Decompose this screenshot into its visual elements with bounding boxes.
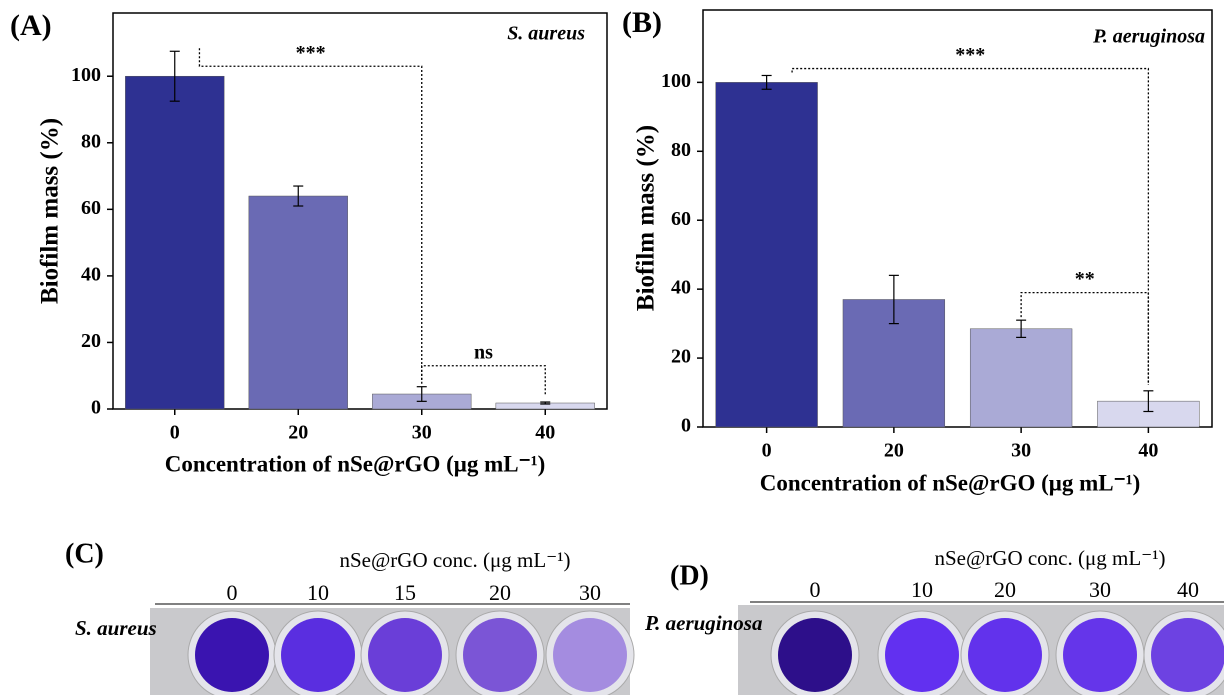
organism-label: S. aureus — [507, 23, 585, 45]
x-tick-label: 0 — [762, 440, 772, 462]
concentration-label: 20 — [489, 580, 511, 605]
y-tick-label: 20 — [671, 346, 691, 368]
x-tick-label: 20 — [288, 422, 308, 444]
well — [553, 618, 627, 692]
well — [195, 618, 269, 692]
x-tick-label: 0 — [170, 422, 180, 444]
x-tick-label: 20 — [884, 440, 904, 462]
bar — [125, 76, 224, 409]
plate-header: nSe@rGO conc. (μg mL⁻¹) — [339, 548, 570, 572]
y-tick-label: 40 — [671, 277, 691, 299]
significance-bracket — [422, 366, 546, 396]
panel-title: (A) — [10, 9, 52, 42]
y-tick-label: 20 — [81, 330, 101, 352]
organism-label: P. aeruginosa — [644, 611, 762, 635]
well — [1151, 618, 1224, 692]
well — [778, 618, 852, 692]
y-tick-label: 0 — [91, 397, 101, 419]
organism-label: P. aeruginosa — [1092, 26, 1205, 48]
well — [281, 618, 355, 692]
concentration-label: 40 — [1177, 577, 1199, 602]
concentration-label: 0 — [810, 577, 821, 602]
panel-label: (D) — [670, 560, 709, 591]
concentration-label: 10 — [911, 577, 933, 602]
significance-label: ns — [474, 341, 493, 363]
figure: 0204060801000203040(A)S. aureus***nsConc… — [0, 0, 1224, 695]
y-tick-label: 100 — [71, 64, 101, 86]
bar — [716, 82, 818, 427]
x-axis-label: Concentration of nSe@rGO (μg mL⁻¹) — [165, 451, 546, 477]
y-tick-label: 60 — [81, 197, 101, 219]
concentration-label: 10 — [307, 580, 329, 605]
bar — [970, 329, 1072, 427]
x-tick-label: 30 — [1011, 440, 1031, 462]
panel-title: (B) — [622, 6, 662, 39]
concentration-label: 15 — [394, 580, 416, 605]
y-tick-label: 100 — [661, 70, 691, 92]
organism-label: S. aureus — [75, 616, 157, 640]
x-tick-label: 40 — [1138, 440, 1158, 462]
well — [968, 618, 1042, 692]
y-tick-label: 40 — [81, 263, 101, 285]
significance-label: ** — [1075, 268, 1095, 290]
concentration-label: 20 — [994, 577, 1016, 602]
x-tick-label: 40 — [535, 422, 555, 444]
y-tick-label: 80 — [81, 130, 101, 152]
y-tick-label: 60 — [671, 208, 691, 230]
well — [1063, 618, 1137, 692]
y-axis-label: Biofilm mass (%) — [633, 125, 660, 311]
concentration-label: 30 — [579, 580, 601, 605]
y-tick-label: 0 — [681, 415, 691, 437]
concentration-label: 30 — [1089, 577, 1111, 602]
well — [368, 618, 442, 692]
concentration-label: 0 — [227, 580, 238, 605]
significance-label: *** — [296, 42, 326, 64]
well — [885, 618, 959, 692]
plate-header: nSe@rGO conc. (μg mL⁻¹) — [934, 546, 1165, 570]
x-axis-label: Concentration of nSe@rGO (μg mL⁻¹) — [760, 470, 1141, 496]
bar — [249, 196, 348, 409]
well — [463, 618, 537, 692]
x-tick-label: 30 — [412, 422, 432, 444]
significance-label: *** — [955, 44, 985, 66]
panel-label: (C) — [65, 538, 104, 569]
y-tick-label: 80 — [671, 139, 691, 161]
y-axis-label: Biofilm mass (%) — [37, 118, 64, 304]
